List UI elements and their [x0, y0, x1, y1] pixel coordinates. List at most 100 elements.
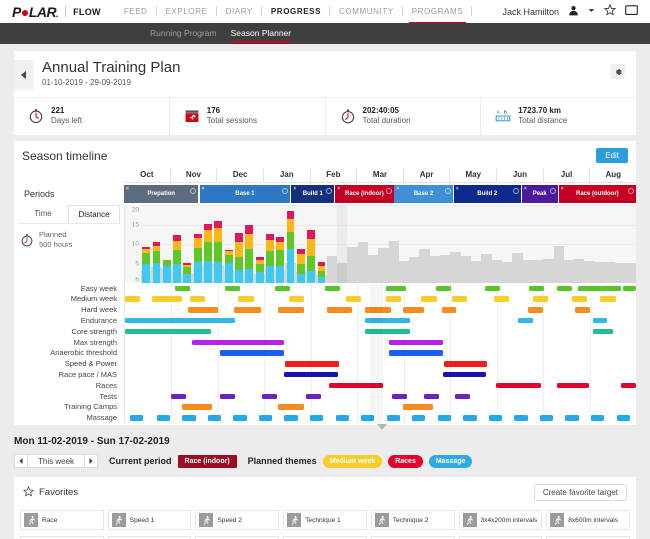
theme-bar[interactable]: [592, 328, 613, 335]
theme-bar[interactable]: [600, 285, 621, 291]
chart-week-slot[interactable]: [388, 205, 399, 283]
period-block[interactable]: × Peak: [521, 185, 558, 203]
favorite-item[interactable]: Pyramid intervals: [106, 533, 194, 539]
theme-bar[interactable]: [385, 296, 401, 302]
theme-bar[interactable]: [592, 317, 607, 324]
theme-bar[interactable]: [305, 393, 322, 399]
chart-week-slot[interactable]: [295, 205, 306, 283]
favorite-box[interactable]: Technique 2: [370, 510, 455, 531]
nav-item-progress[interactable]: PROGRESS: [262, 0, 331, 23]
chart-week-slot[interactable]: [347, 205, 358, 283]
theme-track[interactable]: [124, 283, 636, 294]
theme-track[interactable]: [124, 358, 636, 370]
theme-bar[interactable]: [125, 317, 236, 324]
close-icon[interactable]: ×: [337, 186, 341, 192]
favorite-box[interactable]: Morning run: [195, 536, 280, 539]
theme-bar[interactable]: [234, 307, 261, 313]
theme-bar[interactable]: [191, 339, 284, 345]
theme-bar[interactable]: [532, 296, 549, 302]
favorite-item[interactable]: Long run: [281, 533, 369, 539]
chart-week-slot[interactable]: [594, 205, 606, 283]
close-icon[interactable]: ×: [455, 186, 459, 192]
period-block[interactable]: × Base 1: [199, 185, 291, 203]
chart-week-slot[interactable]: [378, 205, 389, 283]
chart-week-slot[interactable]: [625, 205, 636, 283]
chart-week-slot[interactable]: [522, 205, 533, 283]
theme-bar[interactable]: [125, 296, 141, 302]
theme-bar[interactable]: [278, 404, 304, 410]
create-favorite-target-button[interactable]: Create favorite target: [533, 484, 627, 502]
theme-bar[interactable]: [156, 415, 170, 421]
theme-bar[interactable]: [225, 285, 241, 291]
favorite-box[interactable]: Speed 2: [195, 510, 280, 531]
subnav-item-season-planner[interactable]: Season Planner: [230, 23, 291, 44]
theme-bar[interactable]: [274, 285, 291, 291]
theme-bar[interactable]: [324, 285, 341, 291]
theme-bar[interactable]: [463, 415, 477, 421]
chart-week-slot[interactable]: [285, 205, 296, 283]
theme-bar[interactable]: [452, 296, 468, 302]
theme-bar[interactable]: [288, 296, 304, 302]
theme-bar[interactable]: [565, 415, 579, 421]
nav-item-programs[interactable]: PROGRAMS: [403, 0, 473, 24]
settings-button[interactable]: [610, 64, 625, 79]
theme-track[interactable]: [124, 412, 636, 424]
chart-week-slot[interactable]: [615, 205, 626, 283]
theme-bar[interactable]: [258, 415, 273, 421]
favorite-box[interactable]: Uphills, long: [458, 536, 543, 539]
chart-week-slot[interactable]: [501, 205, 513, 283]
theme-bar[interactable]: [233, 415, 247, 421]
favorite-item[interactable]: 3x4x200m intervals: [457, 507, 545, 533]
favorite-item[interactable]: Uphills, short: [369, 533, 457, 539]
chart-week-slot[interactable]: [275, 205, 286, 283]
chart-week-slot[interactable]: [151, 205, 162, 283]
notification-icon[interactable]: [625, 4, 638, 19]
theme-bar[interactable]: [238, 296, 254, 302]
theme-bar[interactable]: [284, 415, 298, 421]
period-block[interactable]: × Race (indoor): [335, 185, 394, 203]
theme-bar[interactable]: [572, 296, 588, 302]
theme-bar[interactable]: [403, 404, 434, 410]
chart-week-slot[interactable]: [543, 205, 554, 283]
chart-week-slot[interactable]: [532, 205, 544, 283]
theme-bar[interactable]: [182, 415, 196, 421]
favorite-box[interactable]: Technique 1: [283, 510, 367, 531]
chart-week-slot[interactable]: [460, 205, 471, 283]
this-week-button[interactable]: This week: [28, 454, 85, 469]
favorite-box[interactable]: Explosive strength: [546, 536, 630, 539]
theme-bar[interactable]: [441, 307, 457, 313]
theme-track[interactable]: [124, 347, 636, 359]
theme-track[interactable]: [124, 315, 636, 327]
chart-week-slot[interactable]: [429, 205, 441, 283]
chart-week-slot[interactable]: [574, 205, 585, 283]
chart-week-slot[interactable]: [326, 205, 337, 283]
resize-handle[interactable]: [282, 188, 289, 194]
theme-bar[interactable]: [345, 296, 362, 302]
chart-week-slot[interactable]: [605, 205, 616, 283]
theme-bar[interactable]: [182, 404, 212, 410]
theme-bar[interactable]: [365, 307, 391, 313]
theme-bar[interactable]: [220, 350, 285, 356]
favorite-box[interactable]: 8x600m intervals: [546, 510, 630, 531]
theme-bar[interactable]: [170, 393, 187, 399]
favorite-item[interactable]: Speed 2: [193, 507, 281, 533]
period-block[interactable]: × Build 2: [453, 185, 521, 203]
chart-week-slot[interactable]: [182, 205, 193, 283]
resize-handle[interactable]: [627, 188, 634, 194]
favorite-item[interactable]: Speed 1: [106, 507, 194, 533]
chart-week-slot[interactable]: [450, 205, 461, 283]
periods-track[interactable]: × Prepation × Base 1 × Build 1 × Race (indoor) ×…: [124, 183, 636, 205]
chart-week-slot[interactable]: [336, 205, 348, 283]
chart-week-slot[interactable]: [471, 205, 482, 283]
theme-bar[interactable]: [528, 285, 545, 291]
chart-week-slot[interactable]: [357, 205, 368, 283]
theme-bar[interactable]: [309, 415, 324, 421]
resize-handle[interactable]: [326, 188, 333, 194]
nav-item-community[interactable]: COMMUNITY: [330, 0, 403, 23]
chart-week-slot[interactable]: [233, 205, 245, 283]
theme-bar[interactable]: [435, 285, 452, 291]
theme-track[interactable]: [124, 326, 636, 337]
theme-bar[interactable]: [361, 415, 375, 421]
chart-week-slot[interactable]: [563, 205, 575, 283]
chart-week-slot[interactable]: [419, 205, 430, 283]
